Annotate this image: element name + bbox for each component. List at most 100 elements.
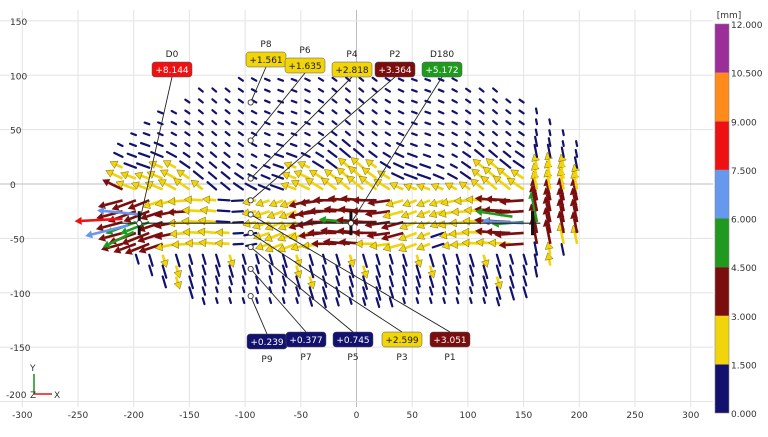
colorbar-band-1: [715, 316, 729, 365]
colorbar-band-3: [715, 219, 729, 268]
vector-arrow: [470, 298, 471, 303]
colorbar-tick-2: 9.000: [731, 118, 757, 128]
colorbar-tick-5: 4.500: [731, 264, 757, 274]
x-tick-label-10: 200: [571, 411, 588, 421]
vector-arrow: [430, 298, 431, 303]
vector-arrow: [425, 144, 430, 146]
vector-arrow: [278, 79, 283, 81]
callout-name-P4: P4: [346, 50, 357, 60]
vector-arrow: [243, 287, 244, 292]
callout-name-P9: P9: [261, 355, 272, 365]
x-tick-label-4: -100: [235, 411, 256, 421]
x-tick-label-11: 250: [626, 411, 643, 421]
probe-P2: [248, 198, 253, 203]
probe-P9: [248, 293, 253, 298]
callout-value-D0: +8.144: [155, 66, 189, 76]
colorbar-band-0: [715, 364, 729, 413]
y-tick-label-0: 150: [10, 18, 27, 28]
x-tick-label-5: -50: [293, 411, 308, 421]
vector-arrow: [425, 79, 430, 81]
vector-arrow: [536, 130, 537, 135]
colorbar-band-7: [715, 24, 729, 73]
colorbar-band-2: [715, 267, 729, 316]
vector-arrow: [576, 150, 577, 157]
gizmo-y-label: Y: [29, 364, 36, 374]
x-tick-label-8: 100: [459, 411, 476, 421]
vector-arrow: [283, 298, 284, 303]
callout-value-P6: +1.635: [288, 62, 321, 72]
colorbar-tick-8: 0.000: [731, 410, 757, 420]
vector-arrow: [233, 222, 243, 223]
x-tick-label-7: 50: [406, 411, 418, 421]
vector-arrow: [549, 119, 550, 124]
vector-arrow: [443, 298, 444, 303]
colorbar-band-5: [715, 121, 729, 170]
callout-name-P7: P7: [300, 353, 311, 363]
vector-arrow: [576, 141, 577, 146]
vector-arrow: [233, 244, 242, 245]
x-tick-label-9: 150: [515, 411, 532, 421]
probe-P6: [248, 138, 253, 143]
x-tick-label-6: 0: [354, 411, 360, 421]
vector-arrow: [296, 298, 297, 303]
vector-arrow: [457, 298, 458, 303]
vector-arrow: [425, 90, 430, 92]
x-tick-label-1: -250: [68, 411, 89, 421]
callout-value-P5: +0.745: [336, 336, 369, 346]
y-tick-label-1: 100: [10, 72, 27, 82]
vector-arrow: [216, 298, 217, 303]
vector-arrow: [145, 123, 150, 125]
vector-arrow: [218, 211, 230, 212]
x-tick-label-12: 300: [682, 411, 699, 421]
gizmo-x-label: X: [54, 391, 60, 401]
vector-arrow: [229, 298, 230, 303]
callout-value-P3: +2.599: [385, 336, 419, 346]
vector-arrow: [425, 112, 430, 114]
callout-value-P7: +0.377: [289, 336, 322, 346]
callout-name-P2: P2: [389, 50, 400, 60]
vector-arrow: [233, 233, 242, 234]
vector-arrow: [232, 211, 242, 212]
callout-name-P5: P5: [347, 353, 358, 363]
y-tick-label-overlap: -200: [6, 391, 27, 401]
colorbar-title: [mm]: [717, 11, 742, 21]
callout-value-P8: +1.561: [249, 56, 282, 66]
callout-value-D180: +5.172: [425, 66, 458, 76]
y-tick-label-5: -100: [10, 290, 31, 300]
x-tick-label-3: -150: [179, 411, 200, 421]
vector-arrow: [229, 287, 230, 292]
gizmo-z-label: Z: [30, 391, 36, 401]
vector-arrow: [278, 133, 283, 135]
callout-name-P3: P3: [396, 353, 407, 363]
y-tick-label-3: 0: [10, 181, 16, 191]
probe-P8: [248, 100, 253, 105]
vector-arrow: [219, 200, 230, 201]
probe-D0: [137, 221, 142, 226]
probe-P7: [248, 266, 253, 271]
vector-arrow: [549, 138, 551, 146]
vector-arrow: [536, 119, 537, 124]
callout-value-P2: +3.364: [378, 66, 412, 76]
callout-name-P6: P6: [299, 46, 310, 56]
vector-arrow: [256, 298, 257, 303]
callout-name-D0: D0: [166, 50, 179, 60]
colorbar-band-4: [715, 170, 729, 219]
vector-arrow: [283, 287, 285, 292]
probe-D180: [348, 221, 353, 226]
x-tick-label-0: -300: [12, 411, 33, 421]
colorbar-tick-0: 12.000: [731, 21, 763, 31]
vector-arrow: [563, 130, 564, 135]
probe-P4: [248, 176, 253, 181]
vector-arrow: [425, 133, 430, 135]
colorbar-band-6: [715, 73, 729, 122]
vector-arrow: [217, 221, 230, 222]
colorbar-tick-4: 6.000: [731, 216, 757, 226]
vector-arrow: [278, 90, 283, 92]
vector-arrow: [216, 287, 217, 292]
vector-arrow: [563, 141, 564, 146]
y-tick-label-6: -150: [10, 344, 31, 354]
y-tick-label-2: 50: [10, 127, 22, 137]
colorbar-tick-3: 7.500: [731, 167, 757, 177]
vector-arrow: [484, 298, 485, 303]
